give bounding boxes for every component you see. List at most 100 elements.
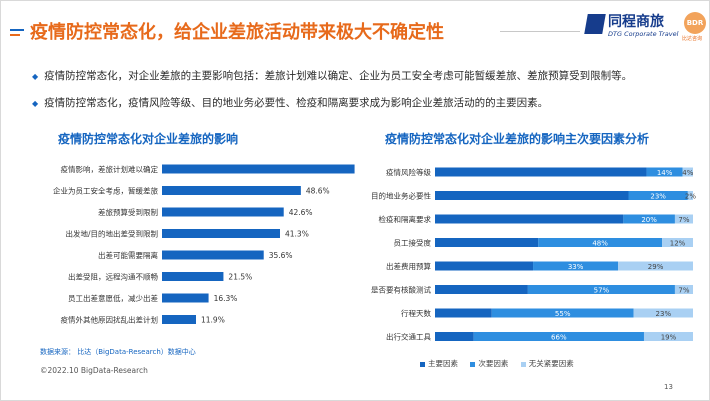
data-label: 16.3% [214,294,238,303]
bar-segment [491,308,634,318]
bar-segment [538,238,663,247]
data-label: 55% [555,310,571,318]
bullet-point: ◆ 疫情防控常态化，疫情风险等级、目的地业务必要性、检疫和隔离要求成为影响企业差旅… [32,95,548,110]
badge-caption: 比达咨询 [682,36,703,42]
bar-segment [435,238,539,247]
legend-swatch [520,361,526,367]
data-label: 35.6% [269,251,293,260]
bar [162,250,264,260]
right-chart-title: 疫情防控常态化对企业差旅的影响主次要因素分析 [385,132,650,146]
data-label: 7% [678,287,689,295]
data-label: 11.9% [201,316,225,325]
data-label: 20% [641,216,657,224]
chart-legend: 主要因素 次要因素 无关紧要因素 [420,358,584,369]
title-decoration [10,29,24,31]
bar-segment [674,285,693,294]
legend-item: 无关紧要因素 [520,358,574,369]
category-label: 疫情影响，差旅计划难以确定 [61,164,159,174]
bar-segment [628,191,688,200]
page-title: 疫情防控常态化，给企业差旅活动带来极大不确定性 [30,22,444,43]
bar-segment [435,261,534,271]
data-label: 19% [661,334,677,342]
category-label: 疫情外其他原因扰乱出差计划 [61,315,159,325]
bar [162,229,280,238]
bdr-badge-icon: BDR [684,12,706,34]
legend-label: 主要因素 [428,359,458,368]
bar [162,186,301,195]
bar-segment [435,332,474,341]
data-label: 66% [551,334,567,342]
data-label: 4% [682,169,693,177]
category-label: 出发地/目的地出差受到限制 [65,229,158,239]
category-label: 企业为员工安全考虑，暂缓差旅 [53,186,158,196]
logo-mark-icon [584,14,606,34]
category-label: 检疫和隔离要求 [379,214,432,224]
data-label: 21.5% [228,273,252,282]
bar-segment [662,238,693,247]
copyright: ©2022.10 BigData-Research [40,366,148,375]
data-label: 23% [656,310,672,318]
category-label: 出差受阻，远程沟通不顺畅 [68,272,158,282]
category-label: 出差费用预算 [386,261,431,271]
bar [162,164,355,174]
page-number: 13 [664,383,673,391]
bar-segment [473,332,644,341]
bar-segment [643,332,693,341]
data-label: 48% [592,240,608,248]
data-label: 42.6% [289,208,313,217]
bar-segment [435,214,624,224]
title-decoration-accent [10,34,20,36]
data-label: 2% [685,193,696,201]
category-label: 目的地业务必要性 [371,191,431,201]
diamond-bullet-icon: ◆ [32,72,39,81]
legend-swatch [420,361,425,367]
category-label: 员工接受度 [394,238,432,248]
category-label: 是否要有核酸测试 [371,285,431,295]
legend-label: 次要因素 [478,359,509,368]
data-label: 41.3% [285,230,309,239]
category-label: 员工出差意愿低，减少出差 [68,293,158,303]
category-label: 行程天数 [401,308,431,318]
bar-segment [435,191,629,200]
category-label: 出差可能需要隔离 [98,250,158,260]
bar-segment [633,308,693,318]
bullet-text: 疫情防控常态化，对企业差旅的主要影响包括：差旅计划难以确定、企业为员工安全考虑可… [44,70,633,82]
bar [162,315,196,324]
data-label: 33% [568,263,584,271]
bar-segment [646,167,683,177]
bar-segment [623,214,675,224]
data-label: 7% [678,216,689,224]
bar-segment [527,285,675,294]
data-label: 57% [594,287,610,295]
bar-segment [618,261,693,271]
bullet-point: ◆ 疫情防控常态化，对企业差旅的主要影响包括：差旅计划难以确定、企业为员工安全考虑… [32,68,632,83]
left-bar-chart: 疫情影响，差旅计划难以确定67.4%企业为员工安全考虑，暂缓差旅48.6%差旅预… [53,164,360,325]
legend-swatch [470,361,476,367]
bar-segment [435,308,492,318]
right-stacked-bar-chart: 疫情风险等级 14% 4% 目的地业务必要性 23% 2% 检疫和隔离要求 20% 7% 员工接受… [371,167,696,342]
bar-segment [435,285,528,294]
bar [162,207,284,217]
logo-name: 同程商旅 [608,14,664,30]
category-label: 差旅预算受到限制 [98,207,158,217]
bar [162,272,224,281]
data-label: 23% [650,193,666,201]
bar-segment [682,167,693,177]
bar-segment [674,214,693,224]
logo-subtitle: DTG Corporate Travel [608,30,679,38]
bar-segment [687,191,693,200]
category-label: 出行交通工具 [386,332,431,342]
data-label: 14% [657,169,673,177]
bar [162,293,209,303]
data-label: 48.6% [306,187,330,196]
legend-item: 主要因素 [420,358,458,369]
legend-label: 无关紧要因素 [528,359,574,368]
left-chart-title: 疫情防控常态化对企业差旅的影响 [58,132,239,146]
data-label: 29% [648,263,664,271]
bar-segment [435,167,647,177]
brand-logo: 同程商旅 DTG Corporate Travel BDR 比达咨询 [584,10,706,44]
title-divider [500,31,580,32]
category-label: 疫情风险等级 [386,167,431,177]
data-label: 12% [670,240,686,248]
legend-item: 次要因素 [470,358,508,369]
